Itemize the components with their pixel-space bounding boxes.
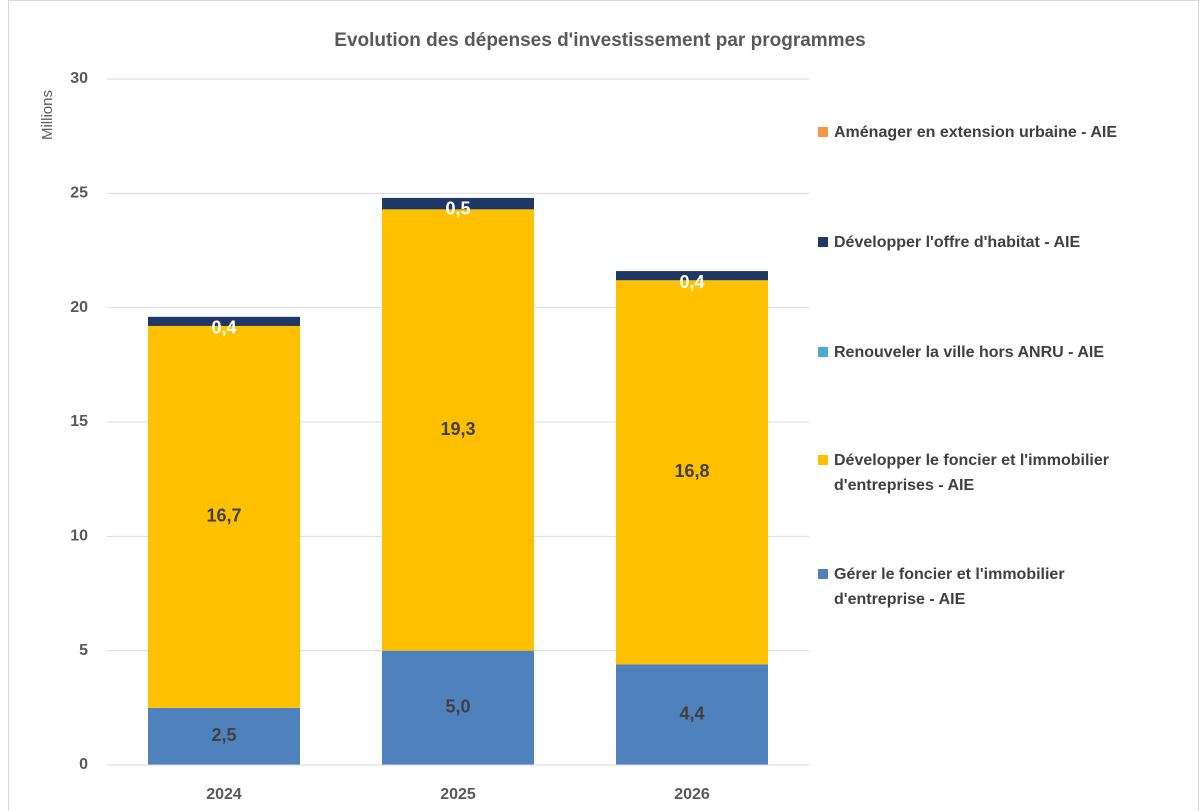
legend-swatch	[818, 569, 828, 579]
bar-segment	[382, 197, 534, 210]
y-tick-label: 25	[70, 185, 88, 202]
x-tick-label: 2025	[440, 786, 476, 803]
bar-segment	[616, 271, 768, 281]
legend-item: Développer le foncier et l'immobilier d'…	[818, 448, 1158, 498]
legend-swatch	[818, 127, 828, 137]
data-label: 2,5	[211, 725, 236, 745]
legend-label: Gérer le foncier et l'immobilier d'entre…	[834, 566, 1065, 608]
bar-segment	[148, 316, 300, 326]
x-tick-label: 2024	[206, 786, 242, 803]
chart-title: Evolution des dépenses d'investissement …	[334, 30, 865, 51]
legend-item: Aménager en extension urbaine - AIE	[818, 120, 1117, 145]
frame	[8, 0, 1199, 811]
bar-segment	[616, 280, 768, 665]
y-tick-label: 0	[79, 756, 88, 773]
bar-segment	[616, 664, 768, 765]
legend-swatch	[818, 347, 828, 357]
data-label: 16,7	[206, 506, 241, 526]
data-label: 0,5	[445, 199, 470, 219]
legend-swatch	[818, 455, 828, 465]
x-tick-label: 2026	[674, 786, 710, 803]
bar-segment	[148, 707, 300, 765]
bar-segment	[382, 650, 534, 765]
legend-label: Développer le foncier et l'immobilier d'…	[834, 452, 1109, 494]
legend-item: Gérer le foncier et l'immobilier d'entre…	[818, 562, 1158, 612]
bar-segment	[382, 209, 534, 651]
data-label: 0,4	[679, 272, 704, 292]
legend-label: Aménager en extension urbaine - AIE	[834, 124, 1118, 141]
y-tick-label: 30	[70, 70, 88, 87]
data-label: 16,8	[674, 461, 709, 481]
legend-item: Renouveler la ville hors ANRU - AIE	[818, 340, 1104, 365]
y-tick-label: 20	[70, 299, 88, 316]
data-label: 5,0	[445, 697, 470, 717]
legend-label: Renouveler la ville hors ANRU - AIE	[834, 344, 1104, 361]
legend-item: Développer l'offre d'habitat - AIE	[818, 230, 1080, 255]
y-tick-label: 15	[70, 413, 88, 430]
y-axis-label: Millions	[39, 90, 56, 140]
y-tick-label: 10	[70, 528, 88, 545]
bar-segment	[148, 325, 300, 708]
data-label: 4,4	[679, 703, 704, 723]
data-label: 19,3	[440, 419, 475, 439]
legend-label: Développer l'offre d'habitat - AIE	[834, 234, 1081, 251]
legend-swatch	[818, 237, 828, 247]
data-label: 0,4	[211, 318, 236, 338]
y-tick-label: 5	[79, 642, 88, 659]
